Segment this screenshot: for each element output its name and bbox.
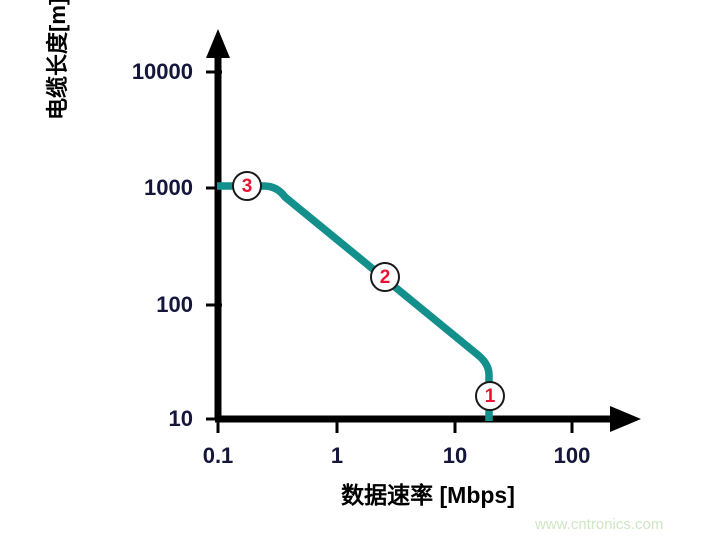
- x-tick-label-0.1: 0.1: [202, 443, 234, 468]
- data-series-cable-length: [217, 182, 493, 421]
- y-tick-label-10: 10: [168, 406, 193, 431]
- callout-marker-1[interactable]: 1: [475, 381, 505, 411]
- callout-marker-3[interactable]: 3: [232, 171, 262, 201]
- x-axis-ticks: [216, 412, 574, 433]
- y-tick-label-10000: 10000: [131, 59, 193, 84]
- x-tick-label-100: 100: [553, 443, 591, 468]
- watermark-text: www.cntronics.com: [535, 516, 664, 533]
- y-tick-label-1000: 1000: [144, 175, 193, 200]
- x-tick-label-10: 10: [442, 443, 468, 468]
- y-axis: [206, 29, 230, 419]
- callout-marker-2[interactable]: 2: [370, 262, 400, 292]
- x-tick-label-1: 1: [330, 443, 344, 468]
- y-tick-label-100: 100: [156, 292, 193, 317]
- x-axis-title: 数据速率 [Mbps]: [341, 482, 515, 508]
- y-axis-title: 电缆长度[m]: [45, 0, 70, 120]
- x-axis: [215, 406, 641, 432]
